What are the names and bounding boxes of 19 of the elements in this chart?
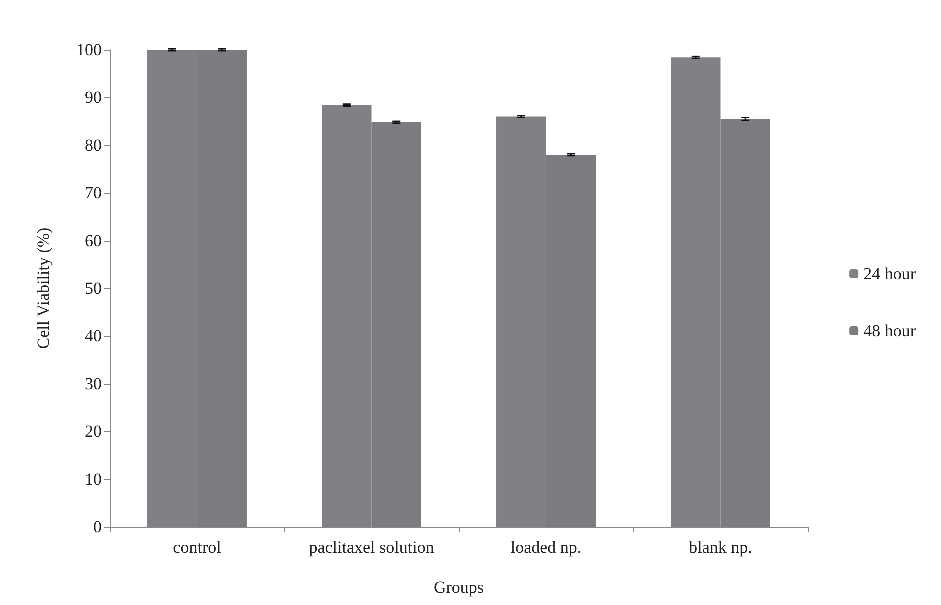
y-tick-label: 10: [85, 470, 102, 489]
legend-label: 24 hour: [864, 264, 916, 284]
y-tick-label: 20: [85, 422, 102, 442]
y-tick-label: 90: [85, 88, 102, 108]
y-tick-label: 0: [94, 518, 102, 536]
y-tick-label: 50: [85, 279, 102, 298]
x-tick-label: control: [173, 538, 222, 557]
x-tick-label: paclitaxel solution: [309, 538, 435, 557]
y-tick-label: 80: [85, 136, 102, 155]
x-tick-label: loaded np.: [510, 538, 582, 557]
legend-label: 48 hour: [864, 322, 916, 340]
y-axis-title: Cell Viability (%): [34, 228, 53, 350]
y-tick-label: 30: [85, 374, 102, 394]
y-tick-label: 70: [85, 184, 102, 203]
x-tick-label: blank np.: [689, 538, 752, 557]
y-tick-label: 40: [85, 326, 102, 346]
y-tick-label: 100: [76, 40, 102, 60]
y-tick-label: 60: [85, 231, 102, 250]
x-axis-title: Groups: [434, 578, 484, 597]
